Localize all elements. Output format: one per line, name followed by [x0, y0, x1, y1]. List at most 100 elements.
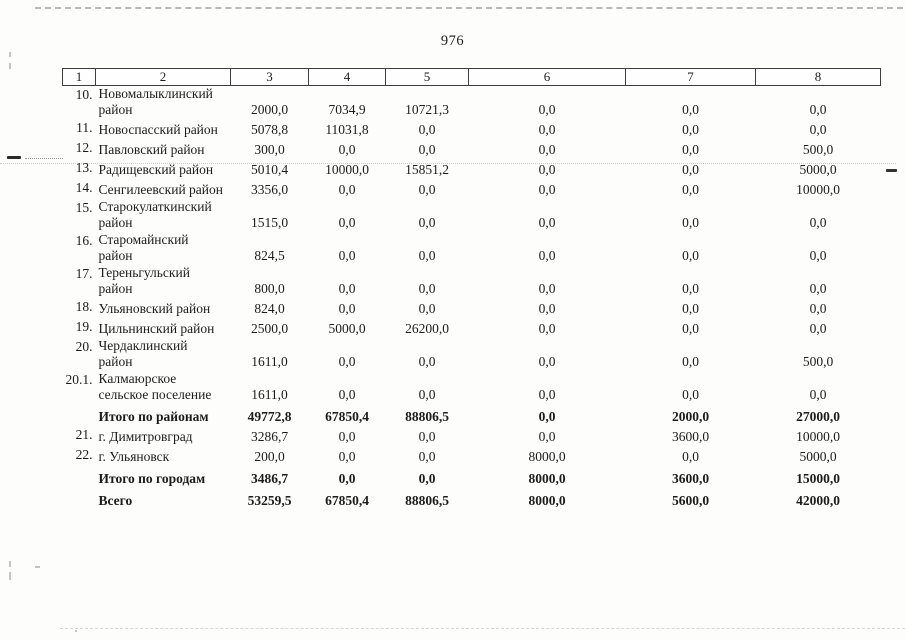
value-cell-col6: 0,0 [538, 122, 556, 137]
table-row: Итого по городам 3486,7 0,0 0,0 8000,0 3600,0… [63, 466, 881, 488]
value-cell-col4: 0,0 [338, 429, 356, 444]
value-cell-col6: 0,0 [538, 429, 556, 444]
value-cell-col3: 3356,0 [250, 182, 289, 197]
value-cell-col7: 3600,0 [671, 429, 710, 444]
value-cell-col7: 0,0 [682, 387, 699, 402]
territory-name-cell: Итого по районам [98, 409, 209, 424]
value-cell-col8: 0,0 [809, 281, 827, 296]
value-cell-col5: 0,0 [418, 122, 436, 137]
territory-name-cell: Старомайнский район [98, 232, 189, 263]
table-row: 19. Цильнинский район 2500,0 5000,0 26200,0 0… [63, 318, 881, 338]
territory-name-cell: Всего [98, 493, 133, 508]
value-cell-col4: 0,0 [338, 215, 356, 230]
value-cell-col6: 0,0 [538, 321, 556, 336]
scan-artifact-speck [35, 566, 40, 568]
value-cell-col5: 0,0 [418, 449, 436, 464]
territory-name-cell: Сенгилеевский район [98, 182, 223, 197]
territory-name-cell: Новоспасский район [98, 122, 218, 137]
scan-artifact-speck [9, 52, 11, 57]
row-number-cell [63, 488, 96, 510]
value-cell-col6: 0,0 [538, 409, 556, 424]
value-cell-col4: 0,0 [338, 471, 356, 486]
value-cell-col7: 0,0 [682, 449, 699, 464]
value-cell-col3: 200,0 [254, 449, 285, 464]
table-row: 10. Новомалыклинский район 2000,0 7034,9 107… [63, 86, 881, 120]
row-number-cell: 15. [75, 200, 93, 215]
value-cell-col8: 10000,0 [796, 429, 840, 444]
table-row: 18. Ульяновский район 824,0 0,0 0,0 0,0 0,0 0,0 [63, 298, 881, 318]
territory-name-cell: Старокулаткинский район [98, 199, 212, 230]
value-cell-col8: 0,0 [809, 102, 827, 117]
scan-artifact-right-margin-dash [886, 169, 897, 172]
value-cell-col3: 1515,0 [250, 215, 289, 230]
value-cell-col3: 2000,0 [250, 102, 289, 117]
row-number-cell: 20.1. [65, 372, 93, 387]
scan-artifact-speck [9, 63, 11, 69]
territory-name-cell: Павловский район [98, 142, 205, 157]
value-cell-col8: 500,0 [802, 354, 834, 369]
territory-name-cell: Чердаклинский район [98, 338, 188, 369]
value-cell-col7: 0,0 [682, 102, 699, 117]
value-cell-col8: 27000,0 [796, 409, 840, 424]
value-cell-col5: 0,0 [418, 301, 436, 316]
value-cell-col5: 10721,3 [405, 102, 449, 117]
value-cell-col5: 0,0 [418, 387, 436, 402]
value-cell-col8: 0,0 [809, 215, 827, 230]
row-number-cell: 22. [75, 447, 93, 462]
territory-name-cell: Цильнинский район [98, 321, 215, 336]
value-cell-col7: 0,0 [682, 321, 699, 336]
value-cell-col8: 10000,0 [796, 182, 840, 197]
scan-artifact-speck [9, 561, 11, 567]
table-row: 21. г. Димитровград 3286,7 0,0 0,0 0,0 3600,0 1… [63, 426, 881, 446]
scan-artifact-left-margin-dash [7, 156, 21, 159]
territory-name-cell: Итого по городам [98, 471, 206, 486]
value-cell-col4: 11031,8 [325, 122, 369, 137]
column-header-2: 2 [95, 68, 231, 86]
value-cell-col4: 7034,9 [328, 102, 366, 117]
scan-artifact-bottom-dotted-line [60, 628, 905, 629]
value-cell-col4: 0,0 [338, 449, 356, 464]
column-header-6: 6 [468, 68, 626, 86]
value-cell-col3: 800,0 [254, 281, 285, 296]
value-cell-col8: 5000,0 [799, 449, 837, 464]
value-cell-col6: 0,0 [538, 102, 556, 117]
value-cell-col4: 5000,0 [328, 321, 366, 336]
value-cell-col4: 0,0 [338, 354, 356, 369]
value-cell-col5: 0,0 [418, 281, 436, 296]
page-number: 976 [440, 33, 465, 49]
value-cell-col8: 0,0 [809, 321, 827, 336]
value-cell-col4: 0,0 [338, 142, 356, 157]
value-cell-col4: 0,0 [338, 301, 356, 316]
table-row: 12. Павловский район 300,0 0,0 0,0 0,0 0,0 500,… [63, 139, 881, 159]
value-cell-col8: 42000,0 [796, 493, 840, 508]
value-cell-col5: 0,0 [418, 215, 436, 230]
value-cell-col5: 88806,5 [405, 409, 449, 424]
value-cell-col5: 0,0 [418, 142, 436, 157]
territory-name-cell: Радищевский район [98, 162, 214, 177]
table-row: 22. г. Ульяновск 200,0 0,0 0,0 8000,0 0,0 5000,… [63, 446, 881, 466]
row-number-cell: 20. [75, 339, 93, 354]
row-number-cell: 12. [75, 140, 93, 155]
column-header-4: 4 [308, 68, 386, 86]
column-header-3: 3 [230, 68, 309, 86]
row-number-cell: 16. [75, 233, 93, 248]
scan-artifact-speck [75, 630, 77, 632]
row-number-cell: 19. [75, 319, 93, 334]
value-cell-col3: 3486,7 [250, 471, 289, 486]
value-cell-col7: 0,0 [682, 215, 699, 230]
value-cell-col5: 88806,5 [405, 493, 449, 508]
value-cell-col8: 0,0 [809, 387, 827, 402]
value-cell-col3: 3286,7 [250, 429, 289, 444]
value-cell-col5: 0,0 [418, 429, 436, 444]
table-row: 13. Радищевский район 5010,4 10000,0 15851,2… [63, 159, 881, 179]
value-cell-col8: 500,0 [802, 142, 834, 157]
value-cell-col8: 5000,0 [799, 162, 837, 177]
column-header-5: 5 [385, 68, 469, 86]
territory-name-cell: Новомалыклинский район [98, 86, 213, 117]
value-cell-col3: 53259,5 [247, 493, 292, 508]
value-cell-col6: 0,0 [538, 182, 556, 197]
territory-name-cell: г. Димитровград [98, 429, 193, 444]
value-cell-col6: 0,0 [538, 301, 556, 316]
value-cell-col8: 0,0 [809, 301, 827, 316]
